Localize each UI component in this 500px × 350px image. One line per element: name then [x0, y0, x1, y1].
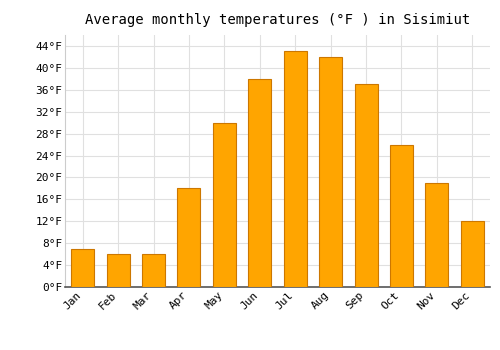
Bar: [248, 79, 272, 287]
Title: Average monthly temperatures (°F ) in Sisimiut: Average monthly temperatures (°F ) in Si…: [85, 13, 470, 27]
Bar: [106, 254, 130, 287]
Bar: [142, 254, 165, 287]
Bar: [71, 248, 94, 287]
Bar: [426, 183, 448, 287]
Bar: [354, 84, 378, 287]
Bar: [461, 221, 484, 287]
Bar: [390, 145, 413, 287]
Bar: [319, 57, 342, 287]
Bar: [178, 188, 201, 287]
Bar: [284, 51, 306, 287]
Bar: [213, 122, 236, 287]
